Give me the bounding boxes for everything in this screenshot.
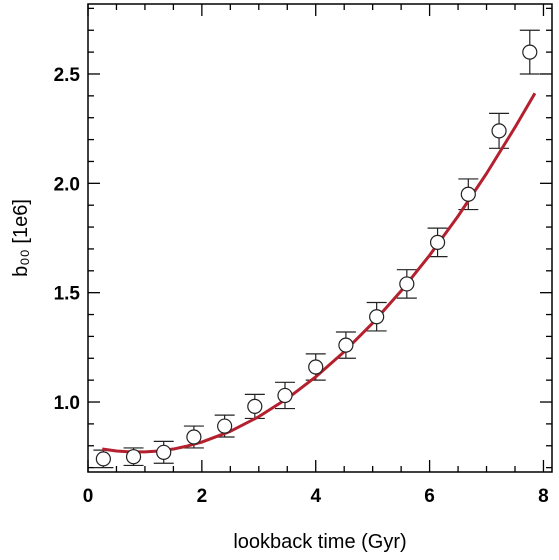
data-point: [156, 444, 172, 460]
x-tick-label: 4: [310, 486, 321, 507]
y-tick-label: 1.0: [54, 393, 80, 414]
data-point: [522, 44, 538, 60]
data-point: [491, 123, 507, 139]
y-tick-label: 2.5: [54, 65, 81, 86]
y-axis-label: b₀₀ [1e6]: [10, 199, 32, 277]
x-tick-label: 2: [197, 486, 208, 507]
data-point: [247, 398, 263, 414]
y-tick-label: 1.5: [54, 284, 81, 305]
data-point: [95, 451, 111, 467]
data-point: [186, 429, 202, 445]
data-point: [308, 359, 324, 375]
y-tick-label: 2.0: [54, 174, 80, 195]
data-point: [369, 309, 385, 325]
x-tick-label: 6: [424, 486, 435, 507]
data-point: [460, 186, 476, 202]
data-point: [277, 387, 293, 404]
x-tick-label: 0: [83, 486, 94, 507]
data-point: [338, 337, 354, 353]
plot-frame: [87, 3, 553, 473]
data-point: [125, 449, 142, 465]
data-point: [217, 418, 233, 434]
data-point: [429, 234, 446, 250]
fit-curve: [102, 92, 537, 454]
x-tick-label: 8: [538, 486, 549, 507]
x-axis-label: lookback time (Gyr): [233, 531, 406, 553]
data-point: [399, 276, 415, 292]
